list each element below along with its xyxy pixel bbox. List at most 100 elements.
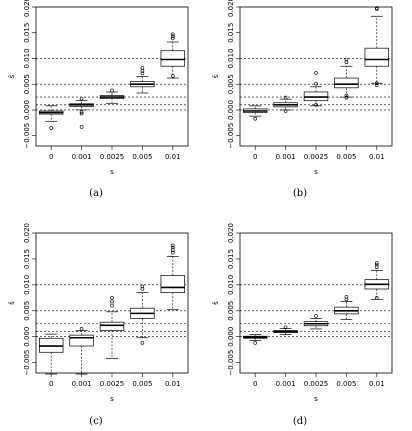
outlier-point <box>344 297 349 302</box>
y-tick-label: 0.000 <box>227 327 235 347</box>
box-0.01 <box>364 261 390 300</box>
outlier-point <box>374 296 379 300</box>
x-axis-label: s <box>314 168 318 176</box>
x-tick-label: 0.01 <box>165 153 181 161</box>
y-tick-label: 0.000 <box>227 100 235 120</box>
y-tick-label: 0.005 <box>227 301 235 321</box>
box-0.0025 <box>99 88 125 104</box>
box-0.001 <box>69 327 94 375</box>
y-tick-label: 0.015 <box>23 23 31 43</box>
box-0.01 <box>364 6 390 88</box>
box-0.0025 <box>99 296 125 359</box>
x-tick-label: 0.01 <box>165 380 181 388</box>
box-0 <box>242 334 268 345</box>
outlier-point <box>344 93 349 98</box>
outlier-point <box>79 96 84 101</box>
outlier-point <box>374 7 379 11</box>
x-tick-label: 0.0025 <box>100 153 125 161</box>
x-tick-label: 0.005 <box>132 380 152 388</box>
x-tick-label: 0.001 <box>276 153 296 161</box>
x-tick-label: 0.005 <box>336 153 356 161</box>
y-tick-label: 0.005 <box>23 74 31 94</box>
y-tick-label: 0.020 <box>227 0 235 17</box>
outlier-point <box>140 341 145 345</box>
y-tick-label: 0.005 <box>23 301 31 321</box>
y-tick-label: 0.010 <box>227 275 235 295</box>
outlier-point <box>374 83 379 88</box>
outlier-point <box>374 6 379 10</box>
plot-frame <box>239 6 393 147</box>
x-tick-label: 0 <box>253 153 257 161</box>
outlier-point <box>253 116 257 121</box>
box-0.01 <box>160 243 186 311</box>
y-axis-label: ŝ <box>212 74 220 78</box>
y-tick-label: 0.000 <box>23 100 31 120</box>
chart-panel-b: −0.005 0.000 0.005 0.010 0.015 0.020 ŝ 0 0.001 0.… <box>212 0 393 199</box>
x-tick-label: 0.001 <box>72 380 92 388</box>
outlier-point <box>344 95 349 100</box>
outlier-point <box>171 245 175 250</box>
box-iqr <box>160 50 186 67</box>
box-0.001 <box>273 95 298 113</box>
panel-caption: (b) <box>293 188 307 199</box>
box-0.01 <box>160 32 186 79</box>
outlier-point <box>140 71 145 76</box>
box-0.005 <box>334 57 359 100</box>
y-tick-label: −0.005 <box>23 123 31 149</box>
x-tick-label: 0 <box>49 380 53 388</box>
box-iqr <box>364 47 390 67</box>
plot-frame <box>35 6 189 147</box>
box-iqr <box>69 334 94 347</box>
y-tick-label: 0.015 <box>23 249 31 269</box>
outlier-point <box>140 287 145 291</box>
outlier-point <box>314 103 318 107</box>
x-tick-label: 0.005 <box>336 380 356 388</box>
x-axis-label: s <box>314 395 318 403</box>
outlier-point <box>374 81 379 85</box>
y-tick-label: 0.010 <box>227 48 235 68</box>
x-tick-label: 0.01 <box>369 380 385 388</box>
outlier-point <box>171 250 175 255</box>
outlier-point <box>110 303 114 308</box>
outlier-point <box>79 111 84 116</box>
y-tick-label: 0.020 <box>227 223 235 243</box>
box-0 <box>38 105 64 130</box>
box-0.001 <box>273 325 298 335</box>
y-tick-label: 0.015 <box>227 249 235 269</box>
outlier-point <box>49 126 54 130</box>
outlier-point <box>344 60 349 64</box>
outlier-point <box>374 262 379 267</box>
y-tick-label: −0.005 <box>227 350 235 376</box>
box-0.0025 <box>303 71 329 107</box>
y-tick-label: −0.005 <box>227 123 235 149</box>
box-0.001 <box>69 96 94 129</box>
y-axis-label: ŝ <box>8 301 16 305</box>
outlier-point <box>171 248 175 252</box>
box-0.005 <box>334 294 359 320</box>
outlier-point <box>171 243 175 248</box>
x-axis-label: s <box>110 168 114 176</box>
outlier-point <box>314 81 318 86</box>
box-0.005 <box>130 284 155 345</box>
box-iqr <box>334 77 359 89</box>
outlier-point <box>374 261 379 265</box>
chart-panel-d: −0.005 0.000 0.005 0.010 0.015 0.020 ŝ 0 0.001 0.… <box>212 223 393 427</box>
y-tick-label: 0.020 <box>23 223 31 243</box>
box-0 <box>38 333 64 375</box>
outlier-point <box>171 34 175 39</box>
outlier-point <box>253 341 257 345</box>
y-axis-label: ŝ <box>8 74 16 78</box>
outlier-point <box>283 109 288 113</box>
outlier-point <box>79 125 84 129</box>
outlier-point <box>314 71 318 75</box>
outlier-point <box>283 95 288 100</box>
outlier-point <box>171 32 175 37</box>
x-axis-label: s <box>110 395 114 403</box>
x-tick-label: 0.001 <box>72 153 92 161</box>
y-tick-label: −0.005 <box>23 350 31 376</box>
outlier-point <box>140 65 145 70</box>
outlier-point <box>110 88 114 93</box>
x-tick-label: 0.0025 <box>100 380 125 388</box>
box-iqr <box>160 275 186 293</box>
